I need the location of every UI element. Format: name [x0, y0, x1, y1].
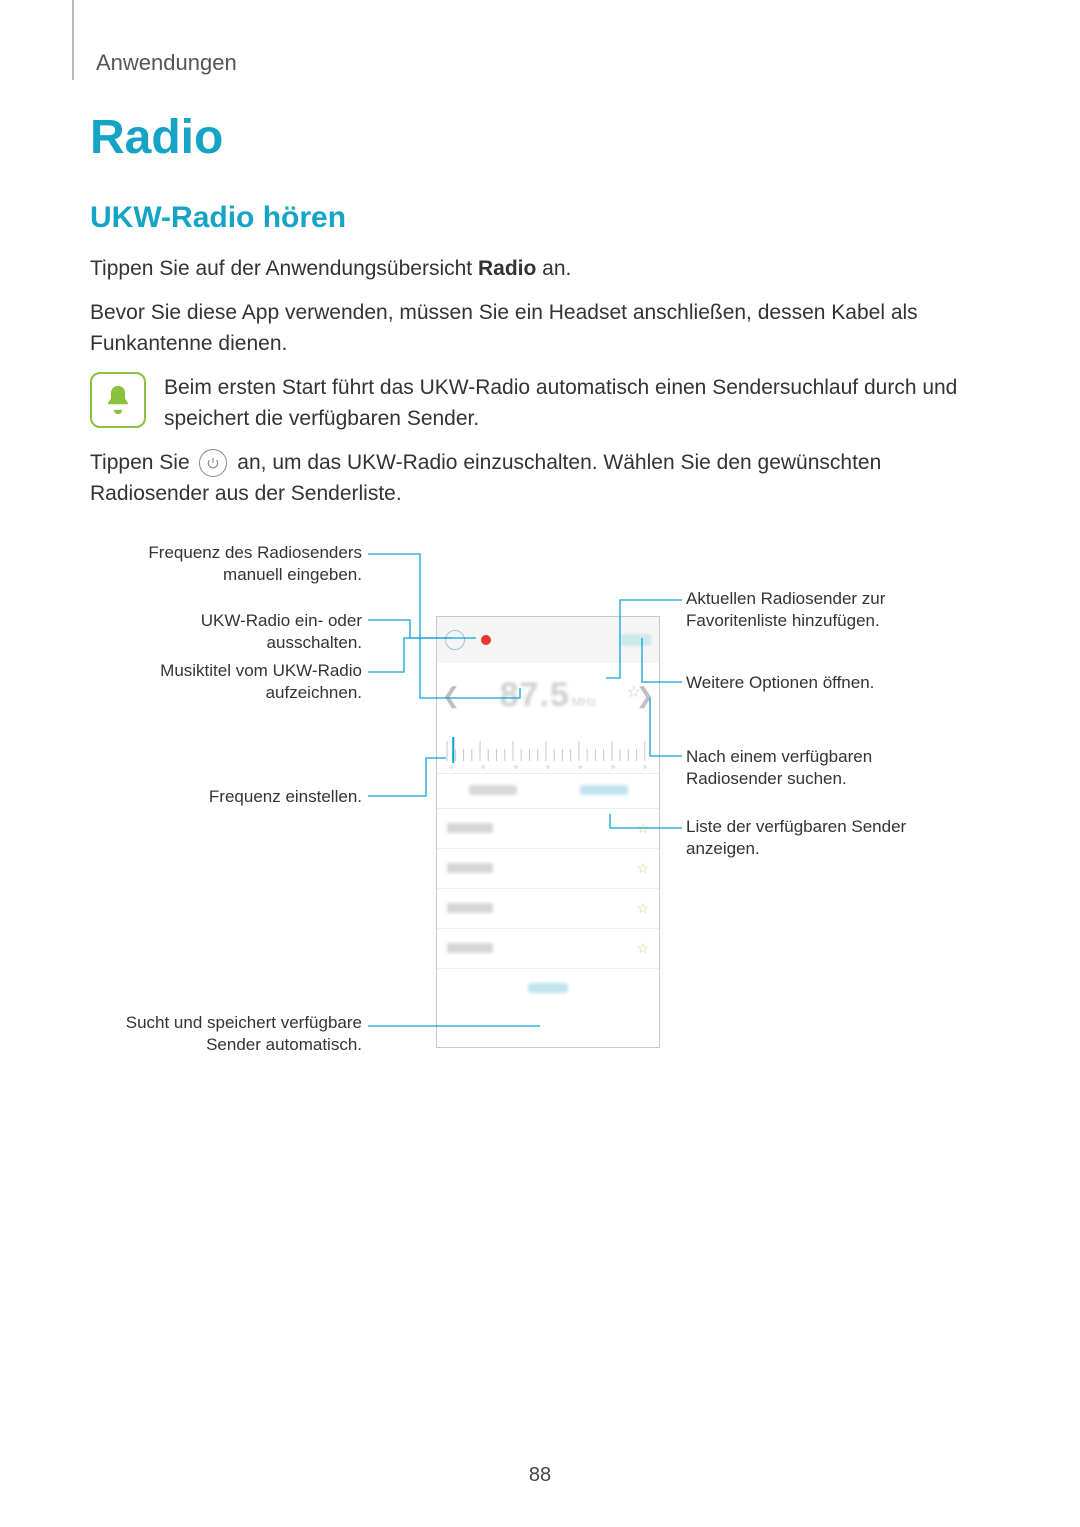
record-button[interactable] [471, 635, 491, 645]
page-number: 88 [0, 1464, 1080, 1487]
station-row[interactable]: ☆ [437, 849, 659, 889]
power-toggle[interactable] [445, 630, 465, 650]
station-label [447, 823, 493, 833]
station-label [447, 943, 493, 953]
favorite-star[interactable]: ☆ [627, 682, 641, 702]
station-tabs [437, 773, 659, 809]
page-title: Radio [90, 110, 990, 165]
callout-label: Weitere Optionen öffnen. [686, 672, 946, 695]
station-row[interactable]: ☆ [437, 809, 659, 849]
callout-label: UKW-Radio ein- oder ausschalten. [112, 610, 362, 656]
station-label [447, 863, 493, 873]
tab-stations[interactable] [548, 782, 659, 800]
power-icon [199, 449, 227, 477]
star-icon[interactable]: ☆ [636, 940, 649, 957]
tuning-dial[interactable] [437, 729, 659, 773]
station-row[interactable]: ☆ [437, 889, 659, 929]
paragraph: Tippen Sie auf der Anwendungsübersicht R… [90, 253, 990, 285]
callout-label: Liste der verfügbaren Sender anzeigen. [686, 816, 946, 862]
star-icon[interactable]: ☆ [636, 860, 649, 877]
annotated-figure: Frequenz des Radiosenders manuell eingeb… [90, 538, 990, 1098]
phone-header [437, 617, 659, 663]
callout-label: Musiktitel vom UKW-Radio aufzeichnen. [112, 660, 362, 706]
tab-favorites[interactable] [437, 782, 548, 800]
callout-label: Frequenz des Radiosenders manuell eingeb… [112, 542, 362, 588]
station-row[interactable]: ☆ [437, 929, 659, 969]
callout-label: Sucht und speichert verfügbare Sender au… [112, 1012, 362, 1058]
callout-label: Nach einem verfügbaren Radiosender suche… [686, 746, 946, 792]
scan-button[interactable] [437, 969, 659, 1007]
phone-mock: ❮ 87.5MHz ☆ ❯ [436, 616, 660, 1048]
paragraph: Bevor Sie diese App verwenden, müssen Si… [90, 297, 990, 360]
bell-icon [90, 372, 146, 428]
star-icon[interactable]: ☆ [636, 820, 649, 837]
more-menu[interactable] [621, 634, 651, 646]
note-block: Beim ersten Start führt das UKW-Radio au… [90, 372, 990, 435]
section-heading: UKW-Radio hören [90, 201, 990, 235]
paragraph: Tippen Sie an, um das UKW-Radio einzusch… [90, 447, 990, 510]
frequency-unit: MHz [572, 695, 597, 709]
bold-text: Radio [478, 257, 536, 280]
seek-prev[interactable]: ❮ [443, 684, 459, 708]
text: Tippen Sie [90, 451, 195, 474]
station-label [447, 903, 493, 913]
callout-label: Aktuellen Radiosender zur Favoritenliste… [686, 588, 946, 634]
text: Tippen Sie auf der Anwendungsübersicht [90, 257, 478, 280]
star-icon[interactable]: ☆ [636, 900, 649, 917]
left-margin-rule [72, 0, 74, 80]
frequency-value[interactable]: 87.5 [500, 676, 570, 714]
text: an. [536, 257, 571, 280]
breadcrumb: Anwendungen [96, 50, 990, 76]
station-list: ☆ ☆ ☆ ☆ [437, 809, 659, 969]
frequency-row: ❮ 87.5MHz ☆ ❯ [437, 663, 659, 729]
note-text: Beim ersten Start führt das UKW-Radio au… [164, 372, 990, 435]
callout-label: Frequenz einstellen. [112, 786, 362, 809]
